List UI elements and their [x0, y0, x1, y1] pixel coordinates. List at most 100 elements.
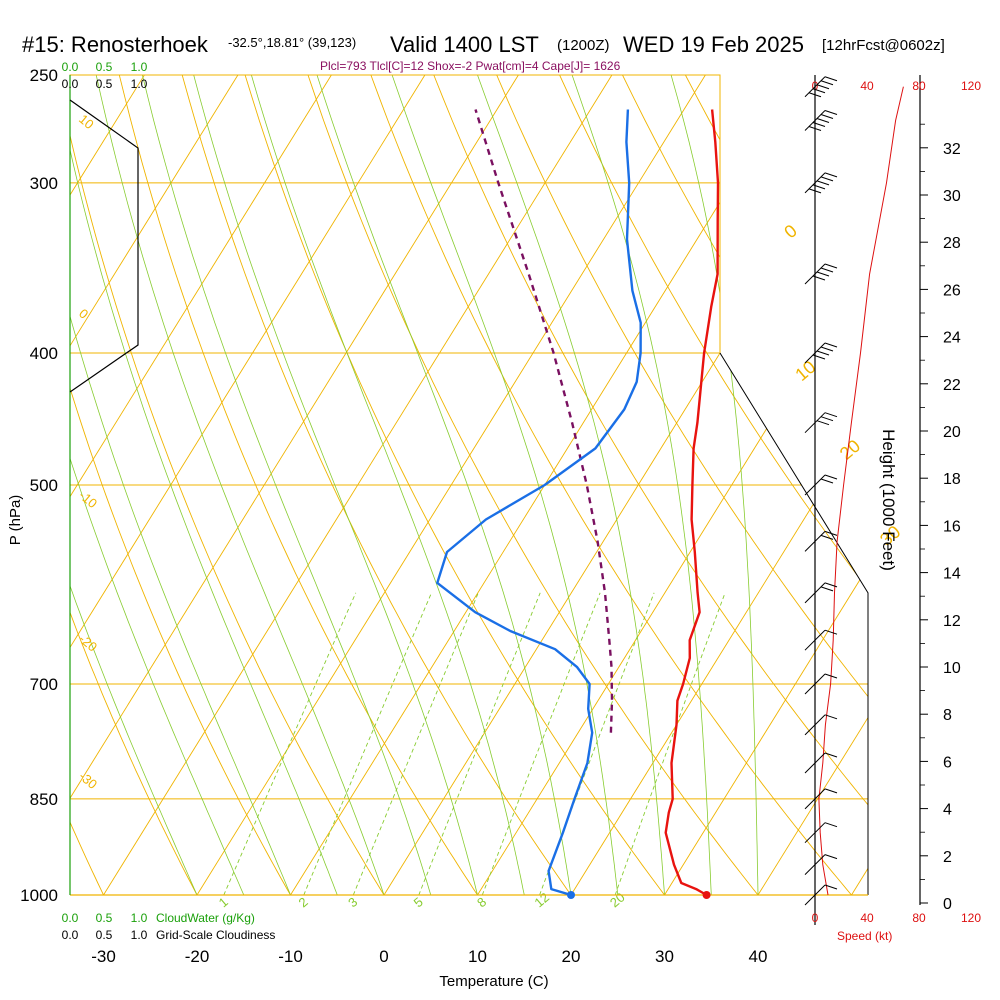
wind-barb-flag — [812, 354, 826, 360]
wind-barb-flag — [824, 673, 838, 679]
wind-barb-flag — [824, 582, 838, 588]
height-tick-label: 24 — [943, 330, 961, 347]
temperature-tick-label: 30 — [655, 947, 674, 966]
wind-barb-flag — [820, 346, 834, 352]
wind-barb-flag — [824, 76, 838, 82]
mixing-ratio-line — [303, 592, 432, 895]
wind-speed-line — [818, 86, 904, 896]
height-tick-label: 30 — [943, 188, 961, 205]
isotherm-label: 0 — [780, 221, 801, 243]
wind-barb-flag — [820, 478, 834, 484]
wind-speed-label: Speed (kt) — [837, 929, 892, 943]
wind-barb-flag — [816, 84, 830, 90]
chart-indices: Plcl=793 Tlcl[C]=12 Shox=-2 Pwat[cm]=4 C… — [320, 59, 621, 73]
height-tick-label: 12 — [943, 613, 961, 630]
pressure-tick-label: 250 — [30, 66, 58, 85]
wind-speed-tick-label: 120 — [961, 79, 981, 93]
wind-barb — [804, 854, 838, 876]
wind-barb-flag — [824, 884, 838, 890]
wind-barb — [804, 629, 838, 651]
height-tick-label: 22 — [943, 377, 961, 394]
wind-barb-flag — [824, 474, 838, 480]
height-tick-label: 18 — [943, 471, 961, 488]
pressure-tick-label: 300 — [30, 174, 58, 193]
dry-adiabat-label: -10 — [76, 488, 100, 512]
temperature-tick-label: 10 — [468, 947, 487, 966]
mixing-ratio-label: 20 — [607, 890, 628, 911]
dry-adiabat-line — [237, 75, 687, 895]
temperature-tick-label: 0 — [379, 947, 388, 966]
parcel-curve — [474, 109, 614, 733]
wind-speed-tick-label: 120 — [961, 911, 981, 925]
pressure-tick-label: 500 — [30, 476, 58, 495]
moist-adiabat-line — [70, 75, 291, 895]
wind-barb-flag — [816, 420, 830, 426]
moist-adiabat-line — [663, 75, 759, 895]
wind-barb — [804, 884, 838, 906]
cloudiness-tick: 1.0 — [131, 77, 148, 91]
wind-barb-flag — [824, 412, 838, 418]
dry-adiabat-line — [361, 75, 868, 895]
height-tick-label: 26 — [943, 282, 961, 299]
wind-barb-staff — [804, 884, 826, 906]
moist-adiabat-line — [136, 75, 432, 895]
wind-speed-tick-label: 80 — [912, 911, 926, 925]
isotherm-line — [70, 75, 534, 895]
mixing-ratio-label: 1 — [216, 894, 231, 910]
mixing-ratio-line — [223, 592, 357, 895]
isotherm-line — [85, 75, 628, 895]
cloud-water-tick: 1.0 — [131, 911, 148, 925]
isotherm-line — [70, 75, 254, 895]
wind-barb-flag — [824, 714, 838, 720]
wind-barb-flag — [824, 342, 838, 348]
plot-frame-right — [719, 352, 869, 895]
wind-barb-staff — [804, 412, 826, 434]
wind-barb-flag — [824, 822, 838, 828]
cloud-water-tick: 1.0 — [131, 60, 148, 74]
wind-barb — [804, 474, 838, 496]
wind-barb — [804, 263, 838, 285]
height-tick-label: 6 — [943, 754, 952, 771]
dry-adiabat-label: 0 — [76, 306, 91, 322]
chart-date: WED 19 Feb 2025 — [623, 32, 804, 57]
wind-barb-staff — [804, 854, 826, 876]
temperature-tick-label: -10 — [278, 947, 303, 966]
height-tick-label: 8 — [943, 707, 952, 724]
dry-adiabat-line — [548, 75, 868, 895]
height-tick-label: 2 — [943, 849, 952, 866]
mixing-ratio-label: 5 — [411, 894, 426, 910]
chart-utc: (1200Z) — [557, 37, 610, 54]
height-tick-label: 10 — [943, 660, 961, 677]
dry-adiabat-line — [70, 75, 119, 895]
wind-barb-flag — [820, 114, 834, 119]
wind-speed-tick-label: 40 — [860, 911, 874, 925]
wind-barb — [804, 172, 838, 194]
cloudiness-tick: 0.0 — [62, 928, 79, 942]
wind-barb — [804, 714, 838, 736]
temperature-tick-label: -20 — [185, 947, 210, 966]
cloudiness-tick: 0.0 — [62, 77, 79, 91]
wind-barb-flag — [824, 854, 838, 860]
mixing-ratio-line — [481, 592, 601, 895]
moist-adiabat-line — [70, 75, 338, 895]
wind-barb — [804, 76, 838, 98]
dry-adiabat-line — [424, 75, 868, 895]
height-tick-label: 4 — [943, 802, 952, 819]
surface-temp-dot — [702, 891, 711, 899]
wind-barb-flag — [812, 275, 826, 281]
moist-adiabat-line — [70, 75, 198, 895]
cloud-water-label: CloudWater (g/Kg) — [156, 911, 255, 925]
isotherm-line — [739, 75, 868, 895]
wind-barb-flag — [824, 110, 838, 115]
wind-barb-flag — [820, 534, 834, 540]
wind-barb-staff — [804, 752, 826, 774]
height-tick-label: 0 — [943, 896, 952, 913]
wind-barb — [804, 673, 838, 695]
isotherm-line — [70, 75, 441, 895]
wind-barb — [804, 530, 838, 552]
moist-adiabat-line — [309, 75, 572, 895]
wind-barb-staff — [804, 582, 826, 604]
moist-adiabat-line — [90, 75, 385, 895]
mixing-ratio-label: 3 — [345, 894, 360, 910]
